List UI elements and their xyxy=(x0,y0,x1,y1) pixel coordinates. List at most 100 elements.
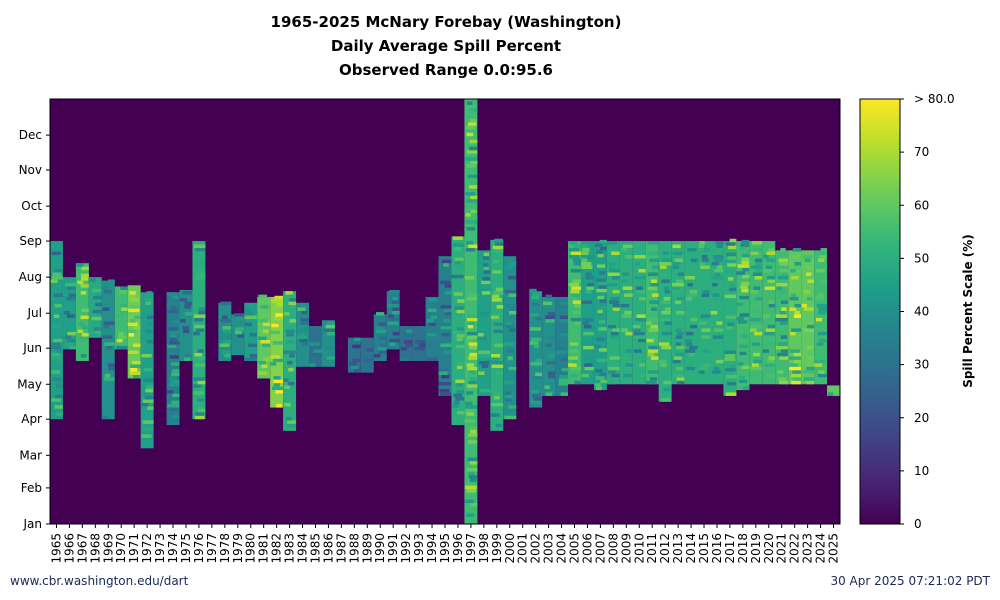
heatmap-texture-1986 xyxy=(326,331,335,336)
heatmap-cell-1997 xyxy=(464,99,478,524)
heatmap-texture-2005 xyxy=(571,251,581,256)
heatmap-texture-1969 xyxy=(103,289,112,294)
heatmap-texture-2008 xyxy=(607,380,615,385)
heatmap-texture-1988 xyxy=(352,358,361,363)
heatmap-texture-1998 xyxy=(478,354,491,358)
heatmap-texture-1972 xyxy=(143,367,153,372)
heatmap-texture-2011 xyxy=(647,251,659,256)
heatmap-texture-1995 xyxy=(440,305,452,309)
heatmap-texture-1982 xyxy=(272,358,284,363)
heatmap-texture-2011 xyxy=(652,293,659,297)
heatmap-texture-1989 xyxy=(364,358,374,363)
heatmap-texture-2010 xyxy=(639,363,646,367)
heatmap-texture-2000 xyxy=(507,356,513,360)
heatmap-texture-2005 xyxy=(568,345,580,350)
heatmap-texture-1972 xyxy=(145,301,152,306)
heatmap-texture-1972 xyxy=(142,399,154,403)
heatmap-texture-1965 xyxy=(55,394,63,399)
x-tick-label-2011: 2011 xyxy=(645,533,659,564)
heatmap-texture-1967 xyxy=(81,266,89,271)
heatmap-texture-1997 xyxy=(469,461,478,465)
x-tick-label-2018: 2018 xyxy=(736,533,750,564)
heatmap-texture-2011 xyxy=(648,317,659,322)
x-tick-label-1990: 1990 xyxy=(373,533,387,564)
heatmap-texture-1966 xyxy=(66,286,76,290)
x-tick-label-1969: 1969 xyxy=(101,533,115,564)
heatmap-texture-2017 xyxy=(725,354,735,358)
heatmap-texture-1974 xyxy=(168,327,179,331)
heatmap-texture-1978 xyxy=(220,301,232,306)
heatmap-texture-2005 xyxy=(573,310,581,315)
heatmap-texture-1996 xyxy=(451,274,464,279)
heatmap-texture-2000 xyxy=(505,324,514,329)
heatmap-texture-1983 xyxy=(287,420,297,424)
heatmap-texture-1975 xyxy=(182,291,193,295)
heatmap-texture-2018 xyxy=(738,348,748,352)
heatmap-texture-2011 xyxy=(647,272,658,276)
heatmap-texture-1966 xyxy=(64,342,75,346)
heatmap-texture-2009 xyxy=(620,248,628,252)
heatmap-texture-1984 xyxy=(298,324,305,329)
heatmap-texture-1965 xyxy=(52,324,63,329)
heatmap-texture-2013 xyxy=(672,265,680,269)
heatmap-texture-2020 xyxy=(765,342,775,346)
heatmap-texture-2005 xyxy=(569,255,580,259)
heatmap-texture-1997 xyxy=(470,209,477,214)
heatmap-texture-2011 xyxy=(648,328,659,332)
heatmap-texture-2018 xyxy=(741,239,750,244)
heatmap-texture-1983 xyxy=(287,360,293,365)
x-tick-label-1999: 1999 xyxy=(490,533,504,564)
heatmap-texture-2023 xyxy=(803,289,811,294)
heatmap-texture-2021 xyxy=(776,286,783,290)
heatmap-texture-2011 xyxy=(651,265,659,269)
heatmap-texture-1998 xyxy=(481,280,491,285)
x-tick-label-1981: 1981 xyxy=(257,533,271,564)
heatmap-texture-1976 xyxy=(195,248,206,252)
footer-source-url[interactable]: www.cbr.washington.edu/dart xyxy=(10,574,189,588)
heatmap-texture-1979 xyxy=(237,334,245,338)
heatmap-texture-1978 xyxy=(222,326,232,330)
heatmap-texture-2008 xyxy=(612,289,620,294)
heatmap-texture-2023 xyxy=(806,380,815,385)
heatmap-texture-2016 xyxy=(712,335,724,339)
heatmap-texture-1971 xyxy=(128,308,140,313)
heatmap-texture-2018 xyxy=(740,323,749,328)
heatmap-texture-1996 xyxy=(454,257,464,261)
heatmap-texture-2004 xyxy=(559,315,569,320)
heatmap-texture-1997 xyxy=(467,314,478,318)
heatmap-texture-2016 xyxy=(716,244,723,249)
heatmap-texture-2011 xyxy=(650,377,658,381)
heatmap-texture-1997 xyxy=(470,520,478,524)
heatmap-texture-2016 xyxy=(713,366,720,371)
heatmap-texture-1995 xyxy=(441,333,450,337)
heatmap-texture-2009 xyxy=(621,356,628,360)
heatmap-texture-2016 xyxy=(714,328,724,332)
heatmap-texture-2019 xyxy=(752,272,763,276)
heatmap-texture-2002 xyxy=(535,372,543,377)
heatmap-texture-1971 xyxy=(129,291,136,295)
heatmap-texture-2022 xyxy=(791,380,801,385)
heatmap-texture-1967 xyxy=(80,291,87,295)
heatmap-texture-2024 xyxy=(815,269,826,273)
heatmap-texture-1965 xyxy=(51,370,61,374)
heatmap-texture-2007 xyxy=(597,295,604,300)
heatmap-texture-2011 xyxy=(646,321,652,325)
x-tick-label-1986: 1986 xyxy=(321,533,335,564)
heatmap-texture-1996 xyxy=(452,236,463,240)
heatmap-texture-2010 xyxy=(633,328,641,332)
heatmap-texture-1997 xyxy=(466,104,476,109)
heatmap-texture-1992 xyxy=(400,347,407,351)
heatmap-cell-2002 xyxy=(529,291,543,408)
heatmap-texture-1976 xyxy=(197,349,204,353)
heatmap-texture-2024 xyxy=(816,303,828,308)
x-tick-label-1976: 1976 xyxy=(192,533,206,564)
heatmap-texture-2022 xyxy=(791,373,802,378)
heatmap-texture-1983 xyxy=(285,291,293,295)
heatmap-texture-2009 xyxy=(622,286,633,290)
heatmap-texture-1974 xyxy=(172,295,179,300)
heatmap-texture-2020 xyxy=(763,331,776,336)
heatmap-texture-1974 xyxy=(170,362,180,366)
heatmap-texture-1976 xyxy=(194,275,206,280)
heatmap-texture-2015 xyxy=(698,321,707,325)
heatmap-texture-1989 xyxy=(366,348,374,352)
